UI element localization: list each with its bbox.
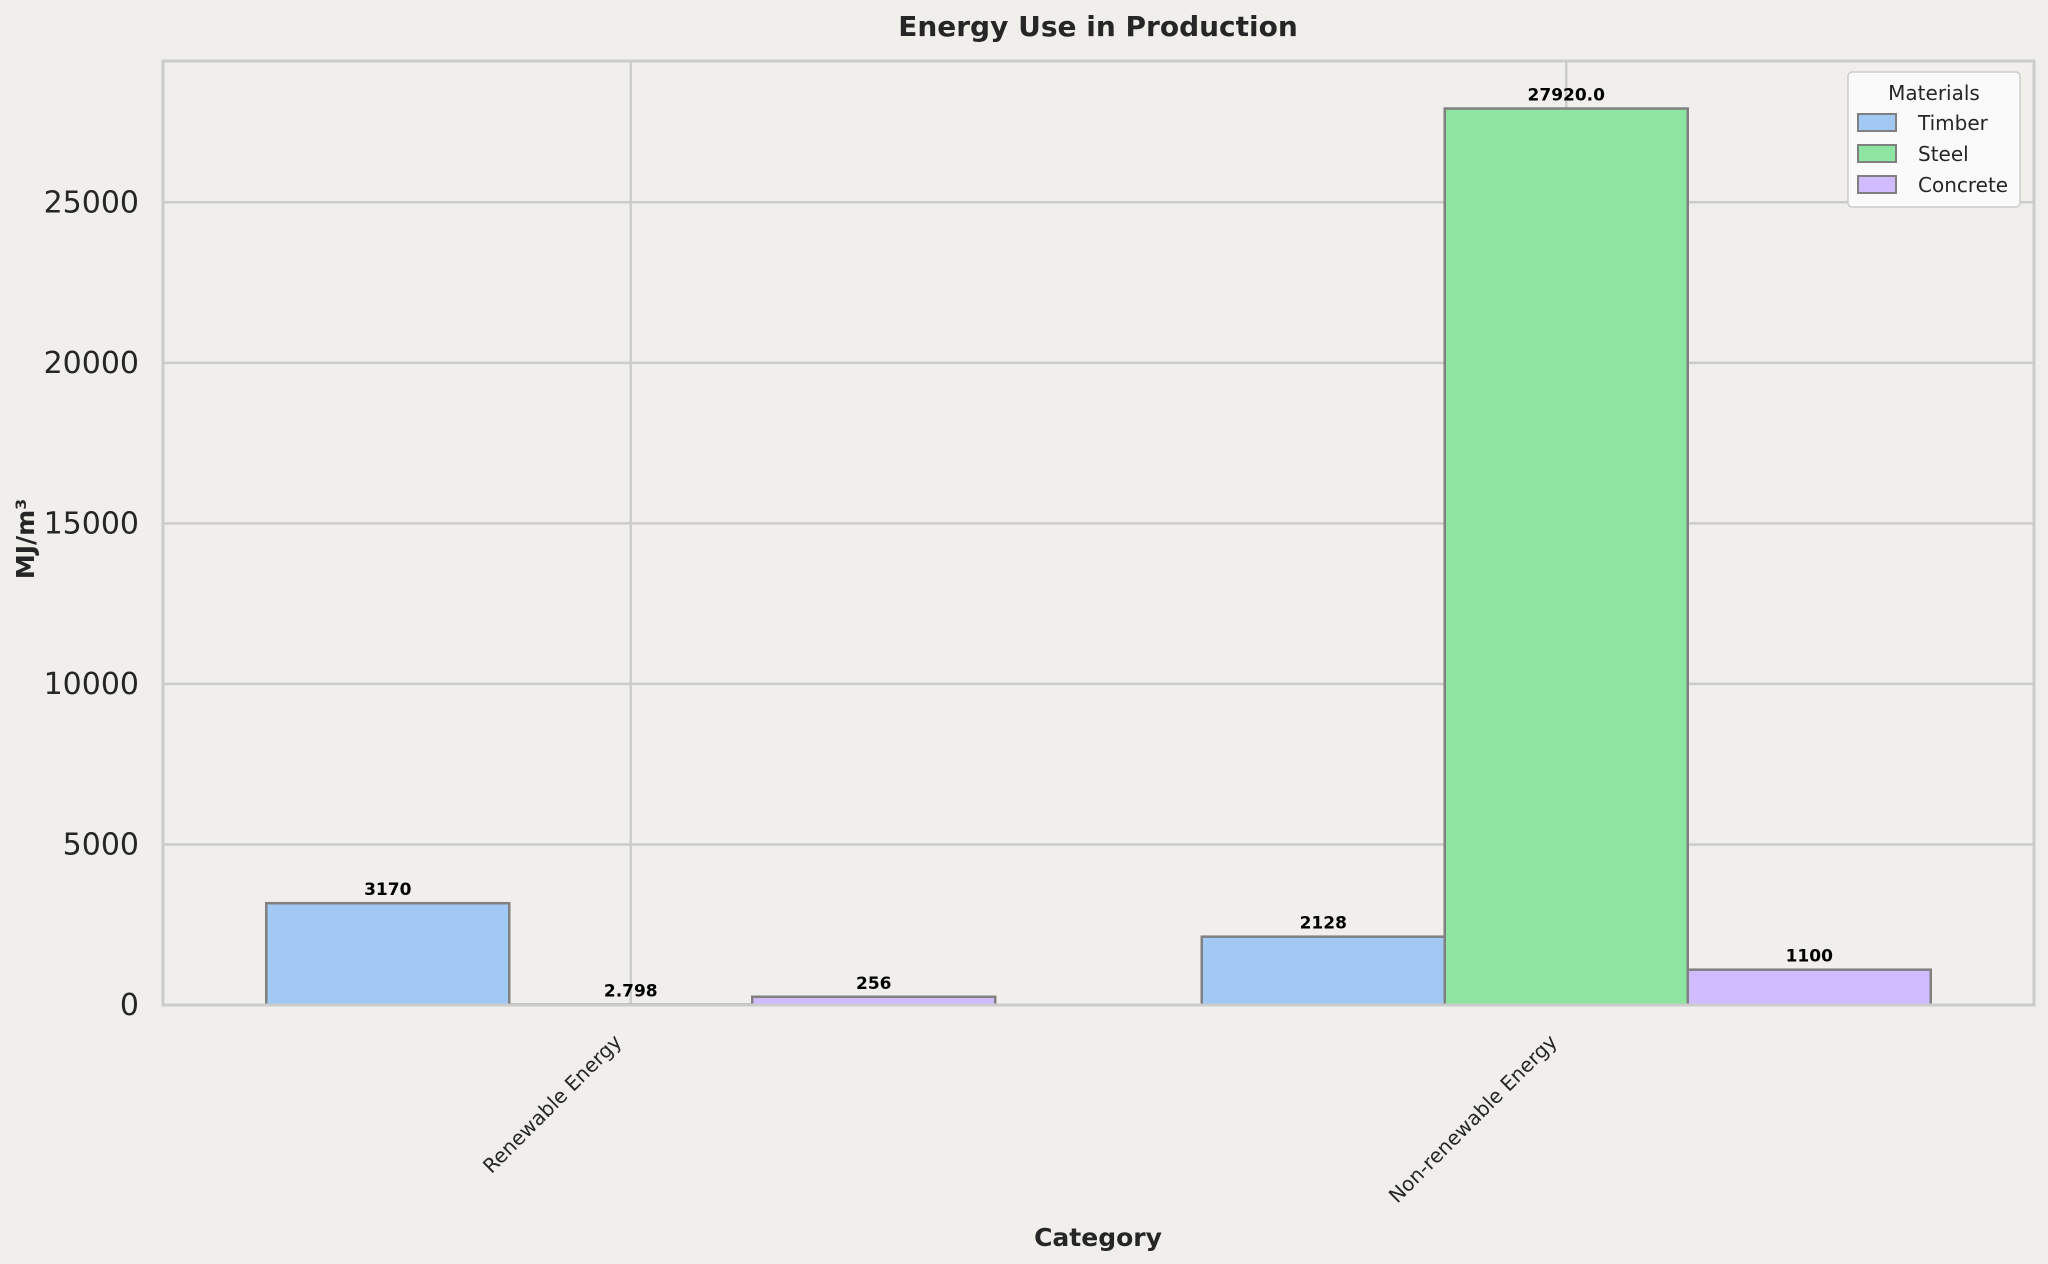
y-ticks: 0 5000 10000 15000 20000 25000 (44, 185, 139, 1023)
data-label: 3170 (364, 880, 411, 900)
bar-timber-1 (265, 901, 511, 1007)
legend: Materials Timber Steel Concrete (1847, 71, 2021, 208)
data-label: 256 (856, 974, 892, 994)
legend-label-timber: Timber (1917, 111, 1989, 135)
y-tick-label: 15000 (44, 506, 139, 541)
y-tick-label: 0 (120, 988, 139, 1023)
data-label: 2128 (1300, 914, 1347, 934)
legend-swatch-concrete (1857, 175, 1897, 194)
bar-timber-2 (1200, 935, 1446, 1007)
chart-title: Energy Use in Production (898, 10, 1298, 43)
y-tick-label: 25000 (44, 185, 139, 220)
axes-frame (161, 59, 2036, 1007)
data-label: 2.798 (604, 982, 658, 1002)
x-tick-label: Non-renewable Energy (1384, 1029, 1562, 1207)
legend-swatch-steel (1857, 144, 1897, 163)
grid (163, 61, 2034, 1007)
x-tick-label: Renewable Energy (478, 1029, 626, 1177)
bars (265, 107, 1932, 1007)
y-tick-label: 20000 (44, 346, 139, 381)
y-tick-label: 10000 (44, 667, 139, 702)
legend-box (1847, 71, 2021, 208)
bar-steel-2 (1443, 107, 1689, 1007)
data-label: 27920.0 (1528, 86, 1606, 106)
x-ticks: Renewable Energy Non-renewable Energy (478, 1029, 1562, 1207)
data-label: 1100 (1786, 947, 1833, 967)
x-axis-label: Category (1034, 1223, 1162, 1252)
y-tick-label: 5000 (63, 827, 139, 862)
bar-concrete-2 (1686, 968, 1932, 1007)
legend-label-steel: Steel (1918, 142, 1969, 166)
data-labels: 3170 2.798 256 2128 27920.0 1100 (364, 86, 1833, 1002)
y-axis-label: MJ/m³ (11, 499, 40, 579)
legend-title: Materials (1888, 81, 1980, 105)
legend-swatch-timber (1857, 113, 1897, 132)
legend-label-concrete: Concrete (1918, 173, 2008, 197)
